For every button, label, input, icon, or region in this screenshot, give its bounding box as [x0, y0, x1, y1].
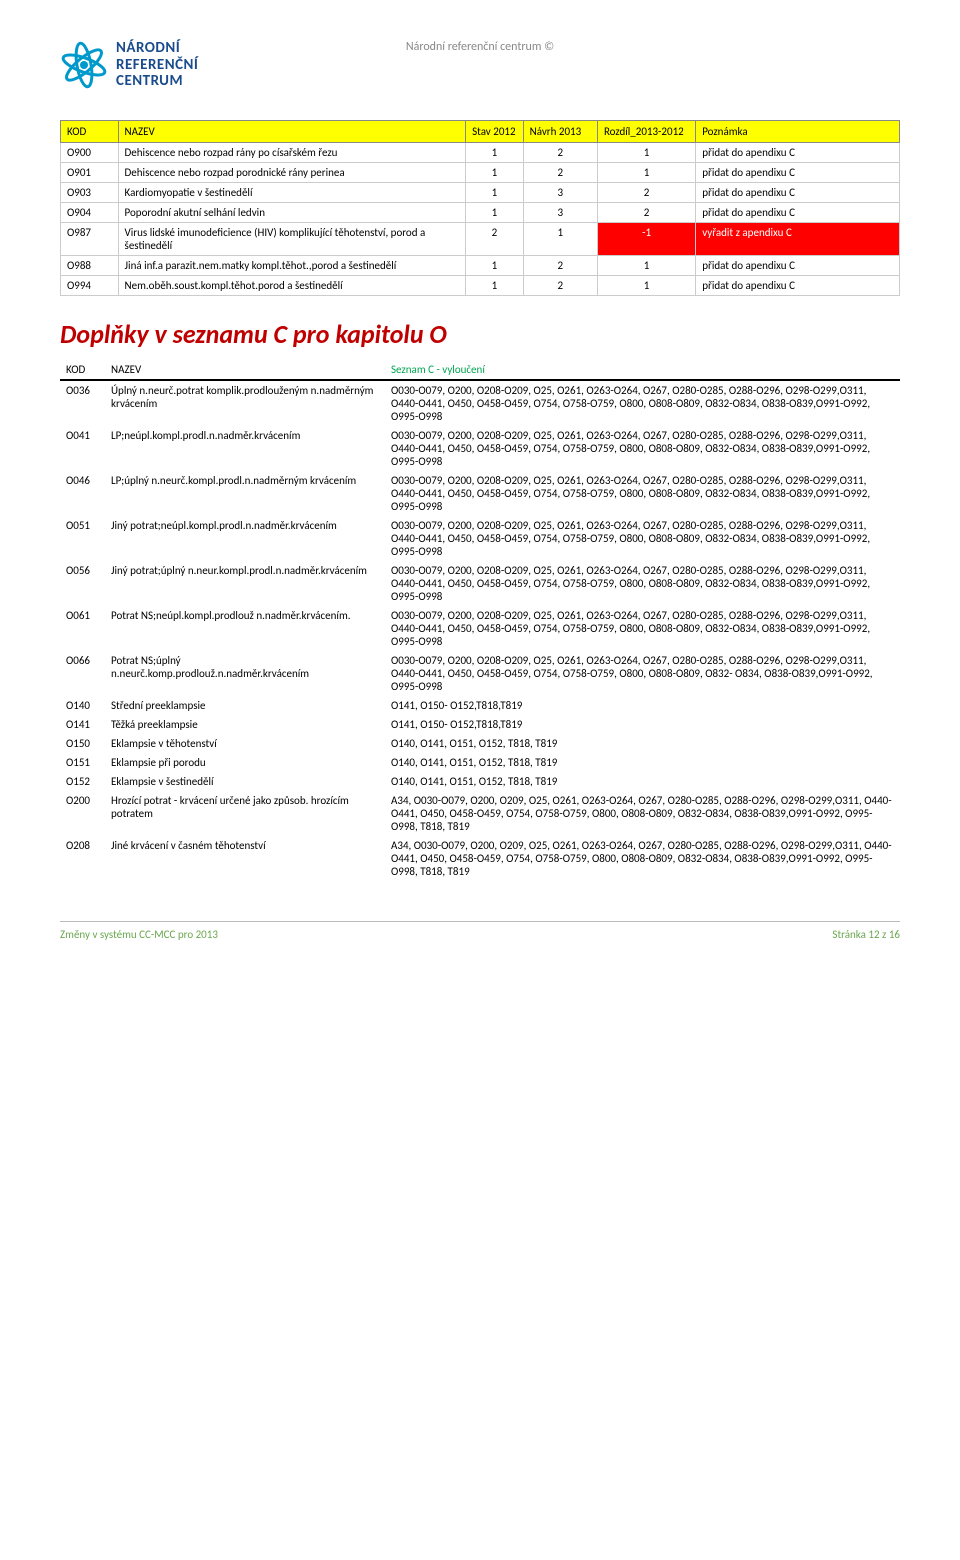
footer-left: Změny v systému CC-MCC pro 2013	[60, 928, 218, 941]
table1-header: KOD	[61, 120, 119, 142]
table-row: O141Těžká preeklampsieO141, O150- O152,T…	[60, 715, 900, 734]
table-row: O150Eklampsie v těhotenstvíO140, O141, O…	[60, 734, 900, 753]
table-row: O901Dehiscence nebo rozpad porodnické rá…	[61, 162, 900, 182]
table-row: O208Jiné krvácení v časném těhotenstvíA3…	[60, 836, 900, 881]
table1-header: Rozdíl_2013-2012	[597, 120, 695, 142]
page-footer: Změny v systému CC-MCC pro 2013 Stránka …	[60, 921, 900, 941]
main-table: KODNAZEVStav 2012Návrh 2013Rozdíl_2013-2…	[60, 120, 900, 296]
section-heading: Doplňky v seznamu C pro kapitolu O	[60, 318, 900, 350]
table2-header: KOD	[60, 360, 105, 380]
table2-header: Seznam C - vyloučení	[385, 360, 900, 380]
table1-header: Poznámka	[696, 120, 900, 142]
table1-header: NAZEV	[118, 120, 466, 142]
table-row: O900Dehiscence nebo rozpad rány po císař…	[61, 142, 900, 162]
brand-line3: CENTRUM	[116, 73, 198, 90]
table-row: O066Potrat NS;úplný n.neurč.komp.prodlou…	[60, 651, 900, 696]
brand-line2: REFERENČNÍ	[116, 57, 198, 74]
table-row: O041LP;neúpl.kompl.prodl.n.nadměr.krváce…	[60, 426, 900, 471]
table-row: O994Nem.oběh.soust.kompl.těhot.porod a š…	[61, 275, 900, 295]
table1-header: Návrh 2013	[523, 120, 597, 142]
table-row: O988Jiná inf.a parazit.nem.matky kompl.t…	[61, 255, 900, 275]
table-row: O152Eklampsie v šestinedělíO140, O141, O…	[60, 772, 900, 791]
table-row: O200Hrozící potrat - krvácení určené jak…	[60, 791, 900, 836]
table-row: O151Eklampsie při poroduO140, O141, O151…	[60, 753, 900, 772]
table-row: O904Poporodní akutní selhání ledvin132př…	[61, 202, 900, 222]
table1-header: Stav 2012	[466, 120, 524, 142]
doc-header-title: Národní referenční centrum ©	[0, 40, 960, 54]
table-row: O903Kardiomyopatie v šestinedělí132přida…	[61, 182, 900, 202]
table-row: O061Potrat NS;neúpl.kompl.prodlouž n.nad…	[60, 606, 900, 651]
table-row: O140Střední preeklampsieO141, O150- O152…	[60, 696, 900, 715]
table-row: O056Jiný potrat;úplný n.neur.kompl.prodl…	[60, 561, 900, 606]
table-row: O046LP;úplný n.neurč.kompl.prodl.n.nadmě…	[60, 471, 900, 516]
table-row: O036Úplný n.neurč.potrat komplik.prodlou…	[60, 380, 900, 426]
table-row: O051Jiný potrat;neúpl.kompl.prodl.n.nadm…	[60, 516, 900, 561]
table-row: O987Virus lidské imunodeficience (HIV) k…	[61, 222, 900, 255]
footer-right: Stránka 12 z 16	[832, 928, 900, 941]
exclusion-table: KODNAZEVSeznam C - vyloučení O036Úplný n…	[60, 360, 900, 881]
table2-header: NAZEV	[105, 360, 385, 380]
